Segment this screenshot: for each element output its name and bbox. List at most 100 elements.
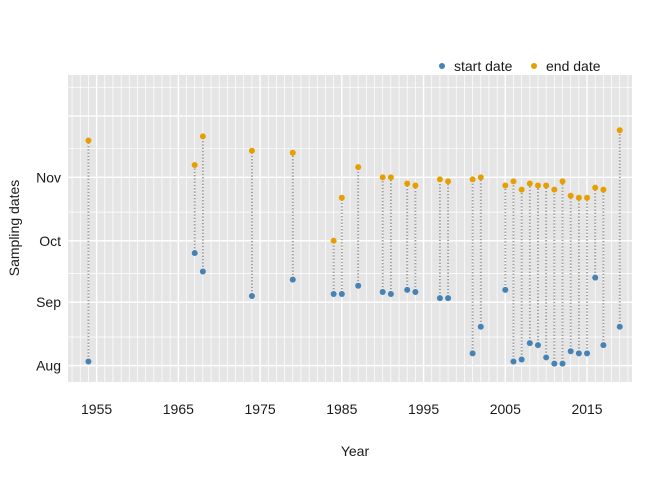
sampling-dot [618, 225, 621, 228]
sampling-dot [439, 292, 441, 294]
sampling-dot [291, 270, 294, 272]
sampling-dot [528, 258, 531, 260]
sampling-dot [594, 248, 597, 251]
sampling-dot [594, 238, 597, 241]
sampling-dot [577, 209, 580, 212]
sampling-dot [87, 303, 90, 305]
sampling-dots [87, 130, 621, 363]
sampling-dot [87, 165, 90, 167]
sampling-dot [504, 198, 507, 201]
sampling-dot [569, 292, 572, 295]
sampling-dot [87, 342, 90, 344]
sampling-dot [561, 213, 564, 215]
sampling-dot [520, 251, 523, 254]
sampling-dot [471, 314, 474, 316]
end-date-point [404, 180, 411, 187]
sampling-dot [618, 179, 621, 182]
sampling-dot [545, 256, 548, 258]
sampling-dot [504, 264, 507, 266]
end-date-point [535, 182, 541, 189]
start-date-point [436, 295, 443, 302]
sampling-dot [381, 220, 384, 222]
sampling-dot [193, 181, 196, 183]
sampling-dot [406, 218, 409, 220]
sampling-dot [389, 212, 392, 215]
sampling-dot [439, 252, 441, 255]
sampling-dot [251, 273, 253, 276]
sampling-dot [594, 209, 597, 211]
sampling-dot [618, 186, 621, 188]
sampling-dot [512, 208, 515, 210]
sampling-dot [389, 278, 392, 280]
sampling-dot [577, 226, 580, 228]
sampling-dot [545, 325, 548, 327]
sampling-dot [340, 235, 343, 237]
sampling-dot [357, 224, 360, 226]
sampling-dot [569, 233, 572, 236]
sampling-dot [528, 278, 531, 280]
sampling-dot [528, 202, 531, 205]
sampling-dot [357, 211, 360, 213]
sampling-dot [512, 244, 515, 246]
sampling-dot [586, 308, 588, 310]
sampling-dot [471, 252, 474, 254]
sampling-dot [602, 195, 605, 197]
sampling-dot [479, 304, 482, 306]
sampling-dot [340, 284, 343, 287]
sampling-dot [251, 283, 253, 285]
sampling-dot [561, 229, 564, 232]
sampling-dot [618, 314, 621, 316]
sampling-dot [577, 301, 580, 303]
sampling-dot [479, 222, 482, 224]
end-date-point [412, 182, 419, 189]
sampling-dot [602, 198, 605, 200]
sampling-dot [414, 226, 417, 229]
sampling-dot [569, 335, 572, 337]
sampling-dot [520, 314, 523, 316]
sampling-dot [569, 227, 572, 229]
sampling-dot [381, 259, 384, 262]
sampling-dot [479, 271, 482, 273]
start-date-point [199, 268, 206, 275]
sampling-dot [520, 219, 523, 221]
sampling-dot [561, 233, 564, 235]
sampling-dot [561, 249, 564, 251]
sampling-dot [471, 193, 474, 195]
end-date-point [248, 147, 255, 154]
sampling-dot [381, 226, 384, 229]
sampling-dot [439, 259, 441, 261]
sampling-dot [577, 265, 580, 267]
sampling-dot [406, 251, 409, 253]
sampling-dot [553, 210, 556, 212]
sampling-dot [528, 304, 531, 306]
sampling-dot [520, 343, 523, 346]
sampling-dot [602, 253, 605, 256]
sampling-dot [602, 260, 605, 262]
sampling-dot [553, 305, 556, 307]
sampling-dot [291, 175, 294, 177]
sampling-dot [528, 196, 531, 198]
sampling-dot [512, 329, 515, 331]
end-date-point [469, 176, 476, 183]
sampling-dot [479, 235, 482, 237]
sampling-dot [439, 269, 441, 271]
sampling-dot [87, 162, 90, 164]
sampling-dot [471, 229, 474, 231]
end-date-point [584, 194, 591, 201]
sampling-dot [251, 286, 253, 289]
sampling-dot [406, 244, 409, 246]
sampling-dot [545, 223, 548, 226]
sampling-dot [87, 263, 90, 266]
sampling-dot [602, 326, 605, 328]
sampling-dot [439, 282, 441, 284]
sampling-dot [414, 246, 417, 249]
sampling-dot [201, 154, 204, 156]
sampling-dot [561, 187, 564, 189]
sampling-dot [291, 267, 294, 269]
sampling-dot [439, 278, 441, 281]
sampling-dot [618, 196, 621, 198]
sampling-dot [414, 220, 417, 222]
sampling-dot [193, 240, 196, 242]
sampling-dot [447, 256, 449, 258]
sampling-dot [389, 255, 392, 257]
